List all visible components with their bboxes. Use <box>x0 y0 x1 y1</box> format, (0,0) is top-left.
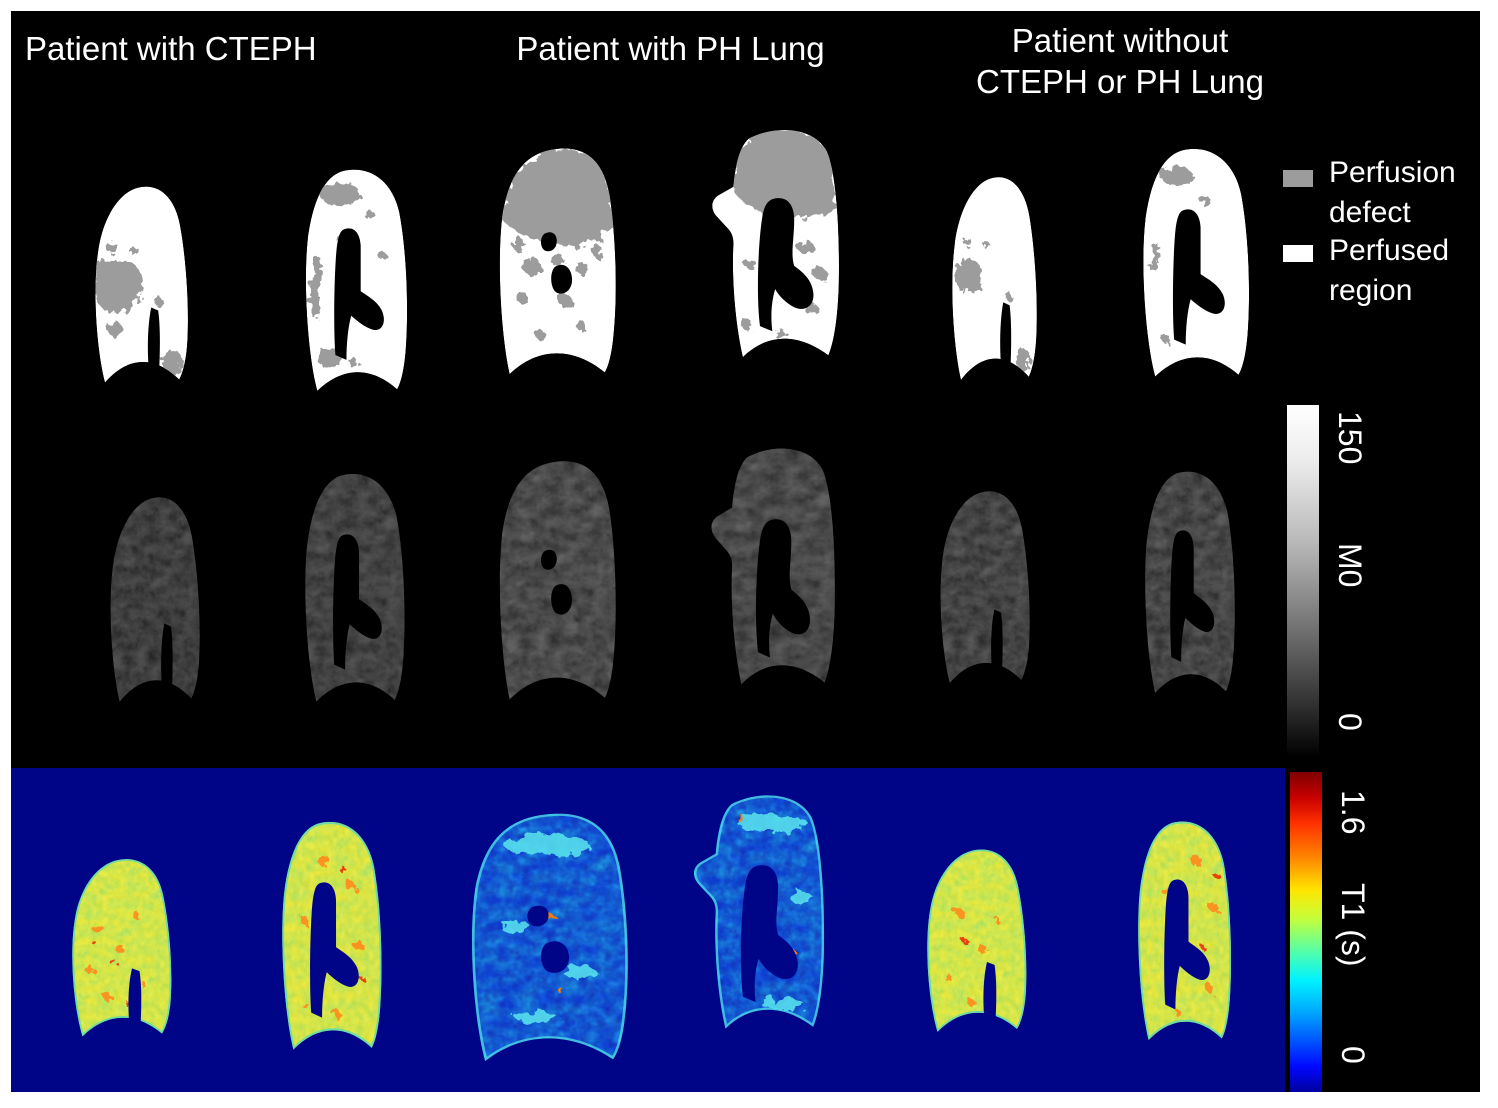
perfusion-map-p3-right <box>952 177 1037 380</box>
m0-map-p3-left <box>1145 471 1235 693</box>
figure-canvas: Patient with CTEPH Patient with PH Lung … <box>11 11 1480 1092</box>
column-title-cteph: Patient with CTEPH <box>25 30 317 67</box>
m0-colorbar-axis-label: M0 <box>1332 543 1368 588</box>
perfusion-map-p3-left <box>1143 148 1250 377</box>
perfusion-map-p2-left <box>712 129 839 358</box>
t1-map-p3-left <box>1138 821 1232 1041</box>
t1-colorbar-min-label: 0 <box>1335 1046 1371 1064</box>
column-title-ph-lung: Patient with PH Lung <box>516 30 825 67</box>
t1-colorbar-axis-label: T1 (s) <box>1335 883 1371 967</box>
legend-label-perfused-region: Perfused region <box>1329 234 1450 307</box>
t1-map-p2-right <box>472 813 628 1062</box>
t1-row-panel <box>11 768 1285 1092</box>
m0-colorbar-max-label: 150 <box>1332 411 1368 465</box>
perfusion-map-p1-left <box>305 169 408 391</box>
t1-map-p3-right <box>927 849 1027 1032</box>
m0-colorbar-min-label: 0 <box>1332 713 1368 731</box>
m0-map-p2-right <box>499 461 616 700</box>
m0-map-p3-right <box>940 491 1030 683</box>
column-title-without-line2: CTEPH or PH Lung <box>976 63 1264 100</box>
column-title-without: Patient without CTEPH or PH Lung <box>940 20 1300 102</box>
legend-swatch-perfusion-defect <box>1283 170 1313 187</box>
legend-label-perfusion-defect: Perfusion defect <box>1329 156 1456 229</box>
m0-map-p1-left <box>305 473 405 702</box>
t1-map-p2-left <box>693 795 825 1029</box>
t1-colorbar <box>1290 772 1322 1092</box>
m0-map-p1-right <box>110 497 200 702</box>
m0-map-p2-left <box>711 448 835 685</box>
column-title-without-line1: Patient without <box>1011 22 1229 59</box>
perfusion-map-p1-right <box>95 186 188 383</box>
perfusion-map-p2-right <box>499 148 616 375</box>
m0-colorbar <box>1287 405 1319 757</box>
t1-map-p1-left <box>282 821 382 1050</box>
legend-swatch-perfused-region <box>1283 245 1313 262</box>
t1-map-p1-right <box>72 859 172 1037</box>
t1-colorbar-max-label: 1.6 <box>1335 790 1371 835</box>
